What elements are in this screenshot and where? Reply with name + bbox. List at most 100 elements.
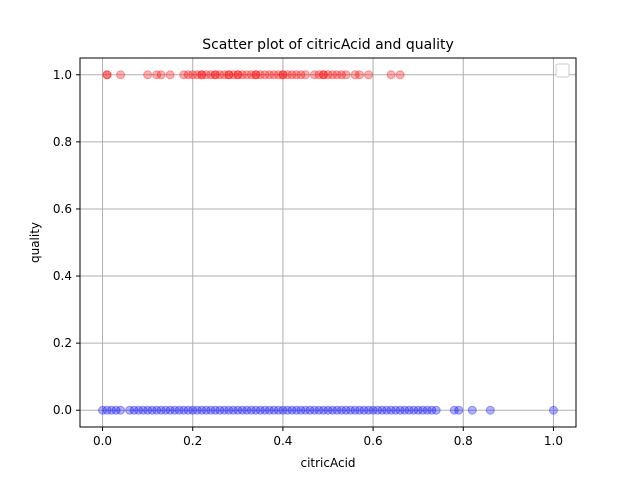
data-point xyxy=(328,405,338,415)
data-point xyxy=(197,70,207,80)
data-point xyxy=(152,70,162,80)
data-point xyxy=(156,405,166,415)
y-tick-label: 0.0 xyxy=(53,403,72,417)
data-point xyxy=(201,405,211,415)
data-point xyxy=(395,70,405,80)
data-point xyxy=(409,405,419,415)
y-tick-label: 0.4 xyxy=(53,269,72,283)
data-point xyxy=(309,405,319,415)
x-tick-label: 0.8 xyxy=(454,434,473,448)
data-point xyxy=(179,405,189,415)
data-point xyxy=(206,70,216,80)
data-point xyxy=(102,70,112,80)
data-point xyxy=(318,405,328,415)
data-point xyxy=(400,405,410,415)
data-point xyxy=(467,405,477,415)
data-point xyxy=(454,405,464,415)
data-point xyxy=(138,405,148,415)
data-point xyxy=(192,70,202,80)
data-point xyxy=(179,70,189,80)
plot-frame xyxy=(79,57,577,428)
data-point xyxy=(224,70,234,80)
data-point xyxy=(233,405,243,415)
data-point xyxy=(201,70,211,80)
data-point xyxy=(188,70,198,80)
data-point xyxy=(264,405,274,415)
data-point xyxy=(210,70,220,80)
data-point xyxy=(192,405,202,415)
data-point xyxy=(273,70,283,80)
data-point xyxy=(219,405,229,415)
data-point xyxy=(152,405,162,415)
x-tick-label: 0.0 xyxy=(93,434,112,448)
data-point xyxy=(364,405,374,415)
data-point xyxy=(332,405,342,415)
data-point xyxy=(219,70,229,80)
data-point xyxy=(206,405,216,415)
data-point xyxy=(156,70,166,80)
data-point xyxy=(165,405,175,415)
data-point xyxy=(278,70,288,80)
data-point xyxy=(368,405,378,415)
data-point xyxy=(413,405,423,415)
data-point xyxy=(183,405,193,415)
x-axis-label: citricAcid xyxy=(300,456,355,470)
data-point xyxy=(382,405,392,415)
data-point xyxy=(210,70,220,80)
data-point xyxy=(102,70,112,80)
legend-box xyxy=(555,63,570,78)
data-point xyxy=(341,405,351,415)
data-point xyxy=(242,405,252,415)
data-point xyxy=(134,405,144,415)
data-point xyxy=(260,405,270,415)
data-point xyxy=(116,405,126,415)
data-point xyxy=(337,70,347,80)
y-axis-label: quality xyxy=(28,222,42,263)
data-point xyxy=(346,405,356,415)
y-tick-label: 0.8 xyxy=(53,135,72,149)
data-point xyxy=(296,70,306,80)
data-point xyxy=(215,70,225,80)
data-point xyxy=(188,405,198,415)
data-point xyxy=(246,70,256,80)
data-point xyxy=(161,405,171,415)
x-tick-label: 1.0 xyxy=(544,434,563,448)
data-point xyxy=(287,70,297,80)
data-point xyxy=(386,70,396,80)
data-point xyxy=(291,70,301,80)
data-point xyxy=(165,70,175,80)
y-tick-label: 1.0 xyxy=(53,68,72,82)
data-point xyxy=(255,405,265,415)
data-point xyxy=(341,70,351,80)
data-point xyxy=(170,405,180,415)
data-point xyxy=(147,405,157,415)
data-point xyxy=(431,405,441,415)
data-point xyxy=(197,405,207,415)
x-tick-label: 0.2 xyxy=(183,434,202,448)
y-tick-label: 0.6 xyxy=(53,202,72,216)
data-point xyxy=(210,405,220,415)
data-point xyxy=(332,70,342,80)
data-point xyxy=(255,70,265,80)
data-point xyxy=(337,405,347,415)
data-point xyxy=(485,405,495,415)
data-point xyxy=(305,405,315,415)
data-point xyxy=(143,405,153,415)
data-point xyxy=(116,70,126,80)
data-point xyxy=(291,405,301,415)
data-point xyxy=(287,405,297,415)
data-point xyxy=(386,405,396,415)
grid xyxy=(80,58,576,427)
data-point xyxy=(318,70,328,80)
data-point xyxy=(125,405,135,415)
data-point xyxy=(233,70,243,80)
data-point xyxy=(318,70,328,80)
data-point xyxy=(350,405,360,415)
data-point xyxy=(237,70,247,80)
plot-area xyxy=(80,58,576,427)
data-point xyxy=(143,70,153,80)
data-point xyxy=(215,405,225,415)
data-point xyxy=(300,405,310,415)
data-point xyxy=(278,70,288,80)
data-point xyxy=(282,405,292,415)
